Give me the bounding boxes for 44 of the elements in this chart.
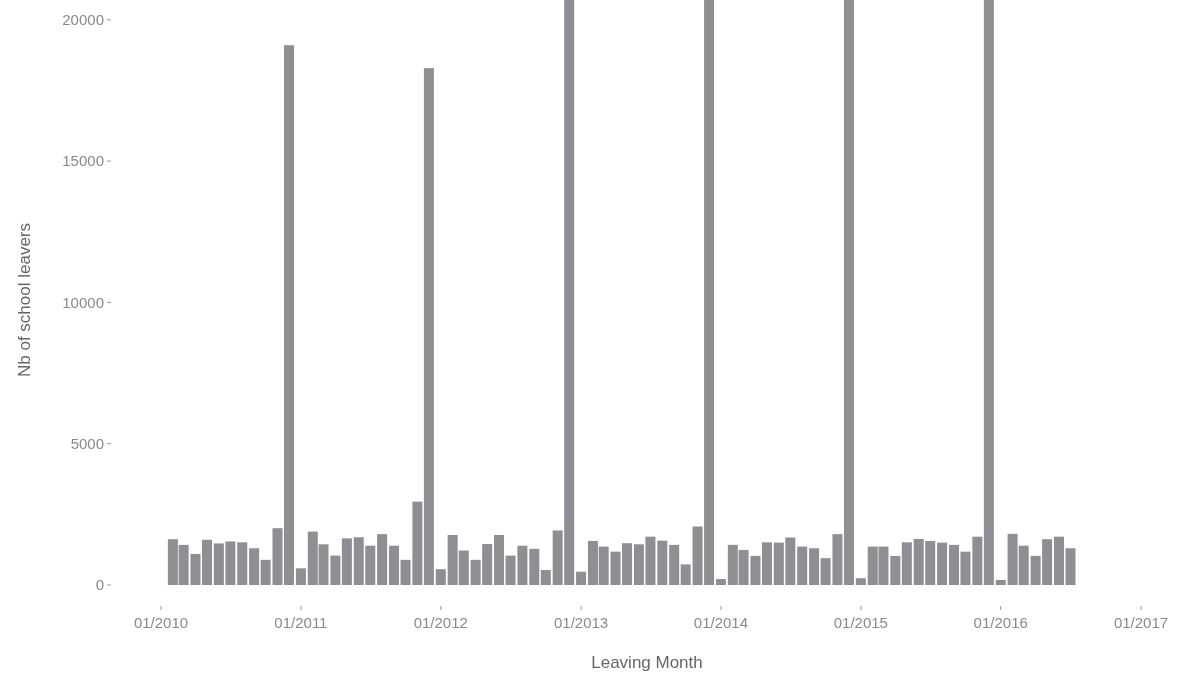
bar: [201, 539, 212, 585]
bar: [972, 536, 983, 585]
bar: [995, 579, 1006, 585]
bar: [843, 0, 854, 585]
bar: [680, 564, 691, 585]
bar: [797, 546, 808, 585]
bar: [260, 559, 271, 585]
x-tick-label: 01/2016: [973, 613, 1028, 631]
bar: [341, 538, 352, 585]
bar: [761, 542, 772, 585]
bar: [937, 542, 948, 585]
bar: [377, 534, 388, 585]
bar: [901, 542, 912, 585]
bar: [435, 569, 446, 585]
bar: [249, 548, 260, 585]
bar: [983, 0, 994, 585]
y-axis-title: Nb of school leavers: [15, 222, 34, 378]
y-tick-label: 0: [95, 576, 104, 594]
bar: [494, 534, 505, 585]
bar: [295, 568, 306, 585]
bar: [423, 68, 434, 585]
y-tick-label: 5000: [70, 434, 104, 452]
bar: [890, 555, 901, 585]
y-tick-label: 20000: [62, 11, 104, 29]
x-tick-label: 01/2011: [274, 613, 328, 631]
x-tick-label: 01/2013: [553, 613, 609, 631]
x-tick-label: 01/2014: [693, 613, 749, 631]
x-axis-title: Leaving Month: [591, 653, 703, 672]
x-tick-label: 01/2012: [413, 613, 468, 631]
bar: [529, 548, 540, 585]
bar: [237, 542, 248, 585]
bar: [669, 544, 680, 585]
x-tick-label: 01/2017: [1113, 613, 1169, 631]
bar: [855, 578, 866, 585]
x-tick-label: 01/2015: [833, 613, 888, 631]
x-tick-label: 01/2010: [133, 613, 189, 631]
bar: [809, 548, 820, 585]
bar: [540, 570, 551, 585]
bar: [389, 545, 400, 585]
bar: [715, 579, 726, 585]
y-tick-label: 15000: [62, 152, 104, 170]
y-tick-label: 10000: [62, 293, 104, 311]
bar: [576, 571, 587, 585]
bar: [657, 540, 668, 585]
